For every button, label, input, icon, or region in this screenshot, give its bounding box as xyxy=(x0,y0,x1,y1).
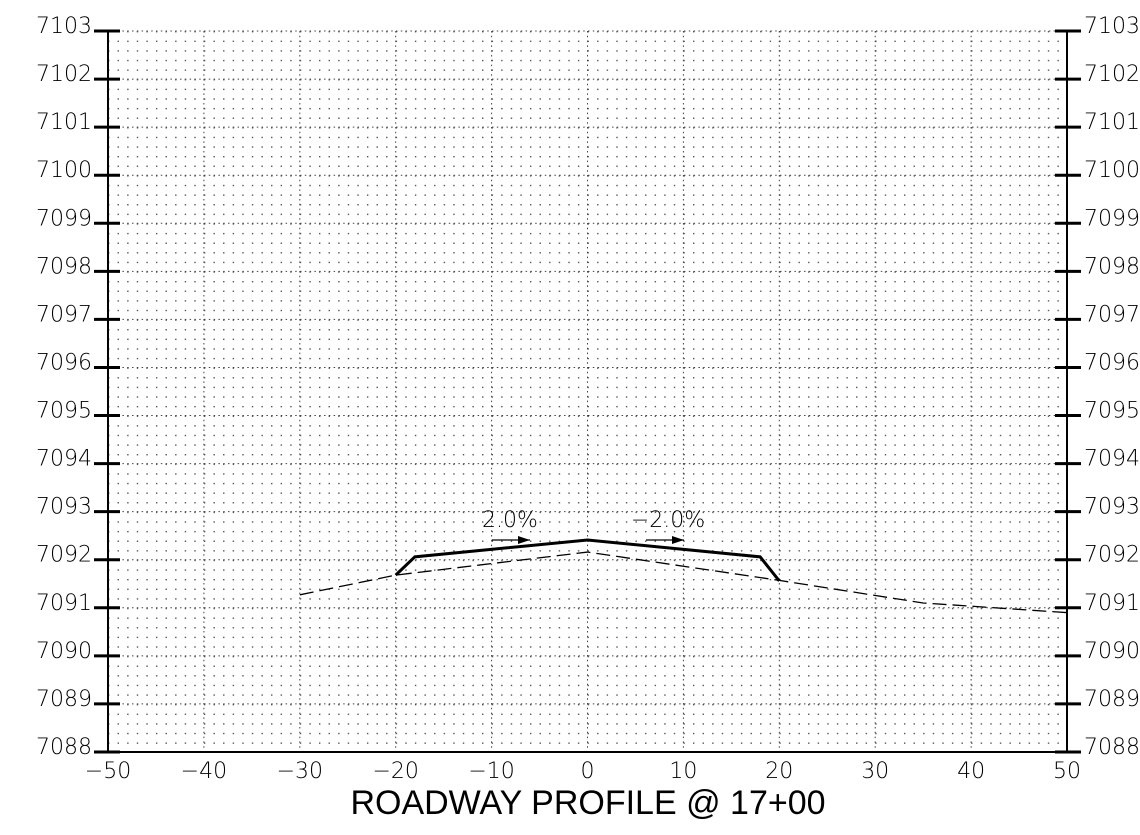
y2-tick-label: 7093 xyxy=(1084,495,1140,520)
x-tick-label: −20 xyxy=(372,759,418,784)
y-tick-label: 7096 xyxy=(36,350,92,375)
y-tick-label: 7090 xyxy=(36,639,92,664)
y-tick-label: 7103 xyxy=(36,14,92,39)
y-tick-label: 7092 xyxy=(36,543,92,568)
y2-tick-label: 7088 xyxy=(1084,735,1140,760)
x-tick-label: 40 xyxy=(957,759,985,784)
y-tick-label: 7102 xyxy=(36,62,92,87)
y2-tick-label: 7097 xyxy=(1084,302,1140,327)
x-tick-label: 20 xyxy=(765,759,793,784)
y2-tick-label: 7099 xyxy=(1084,206,1140,231)
y2-tick-label: 7092 xyxy=(1084,543,1140,568)
x-tick-label: 50 xyxy=(1053,759,1081,784)
y-tick-label: 7091 xyxy=(36,591,92,616)
y2-tick-label: 7103 xyxy=(1084,14,1140,39)
y-tick-label: 7100 xyxy=(36,158,92,183)
y2-tick-label: 7101 xyxy=(1084,110,1140,135)
y2-tick-label: 7096 xyxy=(1084,350,1140,375)
y2-tick-label: 7095 xyxy=(1084,399,1140,424)
y-tick-label: 7093 xyxy=(36,495,92,520)
y2-tick-label: 7090 xyxy=(1084,639,1140,664)
slope-label: −2.0% xyxy=(631,508,705,533)
y2-tick-label: 7098 xyxy=(1084,254,1140,279)
y-tick-label: 7098 xyxy=(36,254,92,279)
proposed-line xyxy=(394,538,781,582)
x-tick-label: −50 xyxy=(85,759,131,784)
y-tick-label: 7095 xyxy=(36,399,92,424)
x-tick-label: −10 xyxy=(468,759,514,784)
chart-title: ROADWAY PROFILE @ 17+00 xyxy=(350,784,825,822)
y2-tick-label: 7089 xyxy=(1084,687,1140,712)
x-tick-label: −40 xyxy=(181,759,227,784)
x-tick-label: −30 xyxy=(277,759,323,784)
y-tick-label: 7094 xyxy=(36,447,92,472)
y-tick-label: 7099 xyxy=(36,206,92,231)
y2-tick-label: 7100 xyxy=(1084,158,1140,183)
y2-tick-label: 7102 xyxy=(1084,62,1140,87)
y-tick-label: 7089 xyxy=(36,687,92,712)
x-tick-label: 0 xyxy=(581,759,595,784)
slope-label: 2.0% xyxy=(482,508,538,533)
x-tick-label: 30 xyxy=(861,759,889,784)
y-tick-label: 7088 xyxy=(36,735,92,760)
x-tick-label: 10 xyxy=(669,759,697,784)
y2-tick-label: 7094 xyxy=(1084,447,1140,472)
slope-arrowhead xyxy=(672,536,684,544)
y2-tick-label: 7091 xyxy=(1084,591,1140,616)
y-tick-label: 7097 xyxy=(36,302,92,327)
existing-ground-line xyxy=(299,551,1068,614)
slope-arrowhead xyxy=(518,536,530,544)
y-tick-label: 7101 xyxy=(36,110,92,135)
